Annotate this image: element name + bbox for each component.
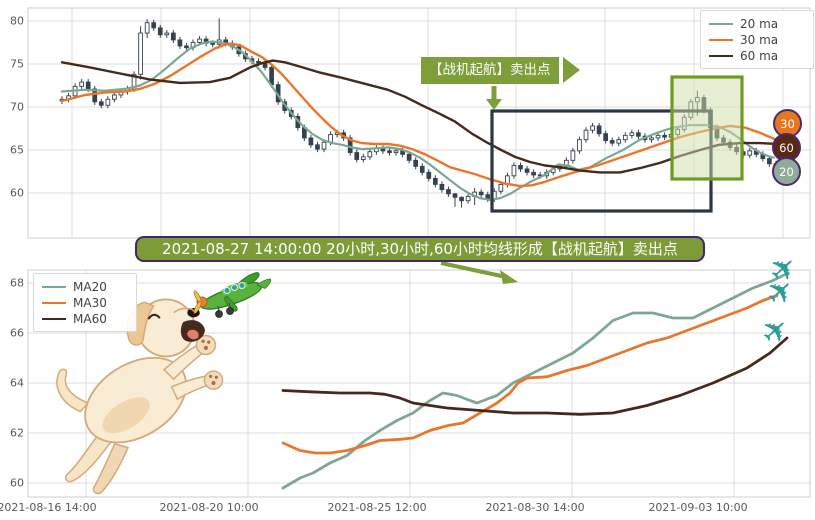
callout-down-arrow-icon	[486, 86, 502, 110]
y-axis-tick-label: 75	[10, 57, 24, 71]
legend-item: 30 ma	[709, 32, 805, 48]
MA30-line	[281, 294, 779, 455]
bottom-ma-lines	[281, 271, 790, 490]
toy-plane-illustration	[193, 272, 272, 318]
legend-item: 20 ma	[709, 16, 805, 32]
ma20-line-swatch-icon	[709, 23, 733, 25]
ma30-line-swatch-icon	[709, 39, 733, 41]
ma30-line-swatch-icon	[42, 302, 66, 304]
bottom-chart-legend: MA20 MA30 MA60	[33, 273, 137, 332]
ma20-value-badge: 20	[772, 157, 801, 186]
y-axis-tick-label: 65	[10, 143, 24, 157]
highlight-boxes	[490, 75, 744, 213]
legend-item: MA60	[42, 311, 128, 327]
legend-label: MA60	[73, 312, 107, 326]
x-axis-tick-label: 2021-08-30 14:00	[485, 501, 585, 514]
sell-signal-callout: 【战机起航】卖出点	[421, 57, 559, 84]
y-axis-tick-label: 62	[10, 426, 24, 440]
ma60-line-swatch-icon	[709, 55, 733, 57]
y-axis-tick-label: 80	[10, 14, 24, 28]
y-axis-tick-label: 64	[10, 376, 24, 390]
y-axis-tick-label: 68	[10, 276, 24, 290]
legend-label: MA30	[73, 296, 107, 310]
y-axis-tick-label: 60	[10, 186, 24, 200]
legend-item: MA20	[42, 279, 128, 295]
x-axis-tick-label: 2021-08-25 12:00	[327, 501, 427, 514]
ma60-line-swatch-icon	[42, 318, 66, 320]
20ma-line	[60, 40, 776, 201]
y-axis-tick-label: 70	[10, 100, 24, 114]
legend-label: 60 ma	[740, 49, 779, 63]
y-axis-tick-label: 60	[10, 476, 24, 490]
top-ma-lines	[60, 40, 780, 201]
legend-label: 20 ma	[740, 17, 779, 31]
x-axis-tick-label: 2021-08-16 14:00	[0, 501, 97, 514]
candlestick-series	[59, 18, 779, 208]
y-axis-tick-label: 66	[10, 326, 24, 340]
ma20-line-swatch-icon	[42, 286, 66, 288]
30ma-line	[60, 42, 780, 188]
x-axis-tick-label: 2021-09-03 10:00	[648, 501, 748, 514]
callout-arrow-tip-icon	[563, 57, 580, 83]
banner-diagonal-arrow-icon	[440, 261, 518, 284]
signal-trigger-box	[670, 75, 744, 181]
60ma-line	[60, 59, 780, 174]
MA20-line	[281, 271, 790, 490]
legend-label: 30 ma	[740, 33, 779, 47]
legend-item: 60 ma	[709, 48, 805, 64]
x-axis-tick-label: 2021-08-20 10:00	[159, 501, 259, 514]
MA60-line	[281, 336, 789, 416]
legend-item: MA30	[42, 295, 128, 311]
legend-label: MA20	[73, 280, 107, 294]
top-chart-legend: 20 ma 30 ma 60 ma	[700, 10, 814, 69]
signal-description-banner: 2021-08-27 14:00:00 20小时,30小时,60小时均线形成【战…	[135, 236, 705, 262]
